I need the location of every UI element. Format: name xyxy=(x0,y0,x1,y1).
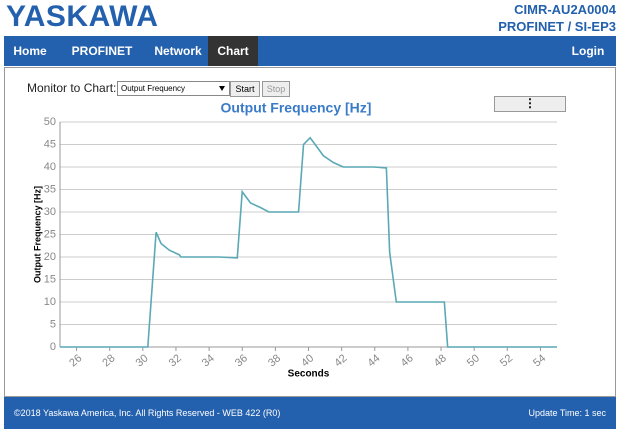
x-tick-label: 44 xyxy=(365,352,382,369)
nav-item[interactable]: Chart xyxy=(208,36,258,66)
nav-bar: Home PROFINET Network Chart Login xyxy=(4,36,616,66)
y-tick-label: 40 xyxy=(44,161,56,173)
copyright: ©2018 Yaskawa America, Inc. All Rights R… xyxy=(14,408,281,418)
y-tick-label: 5 xyxy=(50,318,56,330)
x-tick-label: 36 xyxy=(233,352,250,369)
chart-title: Output Frequency [Hz] xyxy=(221,100,372,116)
x-tick-label: 54 xyxy=(531,352,548,369)
login[interactable]: Login xyxy=(571,44,605,58)
y-tick-label: 35 xyxy=(44,183,56,195)
x-tick-label: 28 xyxy=(100,352,117,369)
x-tick-label: 26 xyxy=(67,352,84,369)
x-tick-label: 32 xyxy=(167,352,184,369)
dropdown-arrow xyxy=(219,86,225,91)
x-tick-label: 30 xyxy=(134,352,151,369)
logo: YASKAWA xyxy=(6,0,159,33)
y-tick-label: 50 xyxy=(44,116,56,128)
y-tick-label: 20 xyxy=(44,251,56,263)
nav-item[interactable]: PROFINET xyxy=(71,44,133,58)
x-axis-label: Seconds xyxy=(288,369,330,380)
select-value: Output Frequency xyxy=(121,84,186,93)
update-time: Update Time: 1 sec xyxy=(528,408,606,418)
x-tick-label: 42 xyxy=(332,352,349,369)
option: PROFINET / SI-EP3 xyxy=(498,19,616,34)
monitor-label: Monitor to Chart: xyxy=(27,81,117,95)
y-axis-label: Output Frequency [Hz] xyxy=(32,186,42,283)
menu-button[interactable]: ⋮ xyxy=(494,96,566,112)
x-tick-label: 46 xyxy=(399,352,416,369)
nav-item[interactable]: Network xyxy=(154,44,202,58)
start-button[interactable]: Start xyxy=(230,81,260,97)
x-tick-label: 38 xyxy=(266,352,283,369)
footer: ©2018 Yaskawa America, Inc. All Rights R… xyxy=(4,397,616,429)
x-tick-label: 34 xyxy=(200,352,217,369)
x-tick-label: 40 xyxy=(299,352,316,369)
y-tick-label: 45 xyxy=(44,138,56,150)
model: CIMR-AU2A0004 xyxy=(514,2,616,17)
select[interactable]: Output Frequency xyxy=(117,81,230,96)
y-tick-label: 0 xyxy=(50,341,56,353)
y-tick-label: 30 xyxy=(44,206,56,218)
y-tick-label: 15 xyxy=(44,273,56,285)
y-tick-label: 25 xyxy=(44,228,56,240)
data-line xyxy=(60,136,557,348)
x-tick-label: 48 xyxy=(432,352,449,369)
y-tick-label: 10 xyxy=(44,296,56,308)
nav-item[interactable]: Home xyxy=(13,44,47,58)
stop-button[interactable]: Stop xyxy=(262,81,290,97)
x-tick-label: 52 xyxy=(498,352,515,369)
x-tick-label: 50 xyxy=(465,352,482,369)
